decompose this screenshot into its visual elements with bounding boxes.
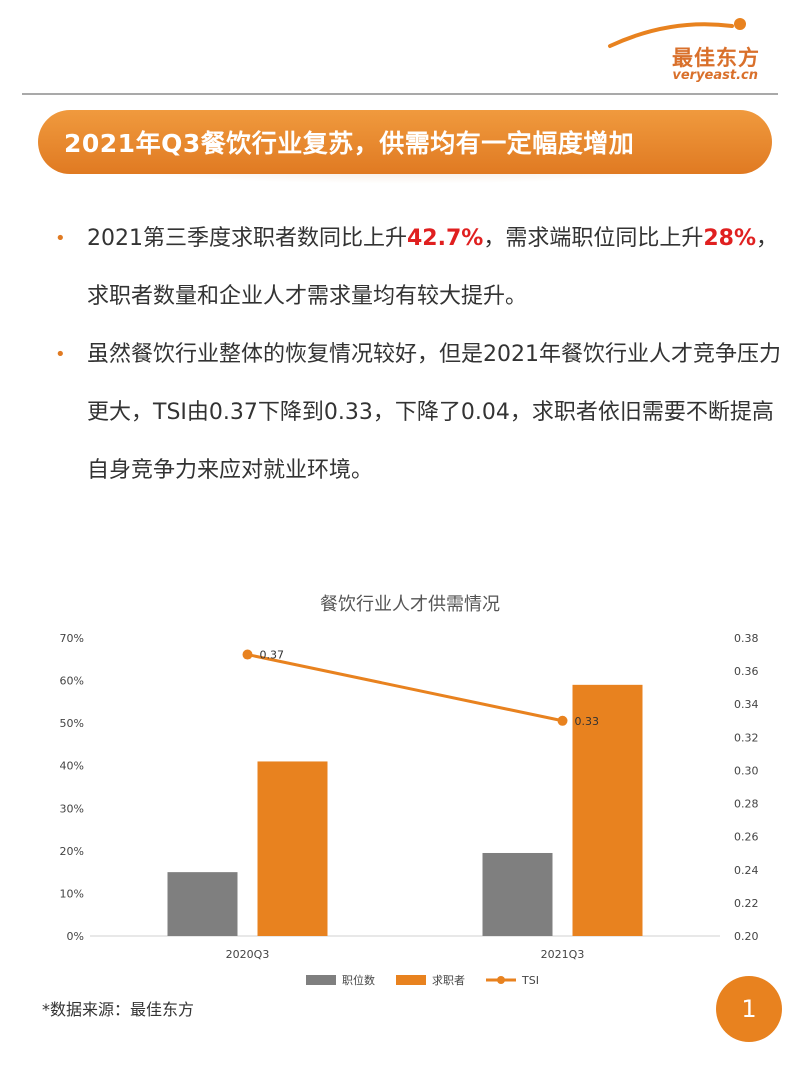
page-title: 2021年Q3餐饮行业复苏，供需均有一定幅度增加 (64, 129, 635, 158)
bullet-1-part-3: ，需求端职位同比上升 (483, 226, 704, 251)
bar-求职者-2021Q3 (572, 684, 643, 936)
legend-swatch-求职者 (396, 975, 426, 985)
bar-职位数-2021Q3 (482, 852, 553, 936)
point-TSI-2020Q3 (242, 649, 253, 660)
brand-logo: 最佳东方 veryeast.cn (600, 12, 760, 83)
bullet-1-part-1: 2021第三季度求职者数同比上升 (87, 226, 407, 251)
bar-职位数-2020Q3 (167, 872, 238, 936)
bullet-2-text: 虽然餐饮行业整体的恢复情况较好，但是2021年餐饮行业人才竞争压力更大，TSI由… (87, 342, 781, 483)
legend-label-TSI: TSI (521, 974, 539, 987)
y-left-tick-label: 10% (60, 887, 84, 900)
data-label-TSI: 0.37 (260, 649, 285, 662)
header-divider (22, 93, 778, 95)
line-TSI (247, 653, 563, 723)
y-left-tick-label: 70% (60, 632, 84, 645)
y-left-tick-label: 50% (60, 717, 84, 730)
title-banner: 2021年Q3餐饮行业复苏，供需均有一定幅度增加 (38, 110, 772, 174)
bullet-dot-icon: • (55, 344, 66, 365)
logo-swoosh-icon (608, 18, 746, 48)
bullet-1-highlight-2: 28% (703, 226, 757, 251)
x-tick-label: 2020Q3 (226, 948, 270, 961)
bullet-list: • 2021第三季度求职者数同比上升42.7%，需求端职位同比上升28%，求职者… (55, 210, 785, 500)
y-right-tick-label: 0.36 (734, 665, 759, 678)
page-number: 1 (741, 995, 757, 1023)
legend-swatch-职位数 (306, 975, 336, 985)
y-right-tick-label: 0.24 (734, 864, 759, 877)
legend-label-求职者: 求职者 (432, 974, 465, 987)
y-right-tick-label: 0.28 (734, 798, 759, 811)
brand-url: veryeast.cn (672, 68, 758, 83)
y-right-tick-label: 0.20 (734, 930, 759, 943)
y-left-tick-label: 20% (60, 845, 84, 858)
y-right-tick-label: 0.34 (734, 698, 759, 711)
y-left-tick-label: 60% (60, 675, 84, 688)
data-label-TSI: 0.33 (575, 715, 600, 728)
y-right-tick-label: 0.32 (734, 731, 759, 744)
point-TSI-2021Q3 (557, 715, 568, 726)
y-right-tick-label: 0.38 (734, 632, 759, 645)
bullet-item-2: • 虽然餐饮行业整体的恢复情况较好，但是2021年餐饮行业人才竞争压力更大，TS… (55, 326, 785, 500)
supply-demand-chart: 餐饮行业人才供需情况 0% 10% 20% 30% 40% 50% 60% 70% 0.20 0.2… (40, 580, 780, 1000)
bullet-1-highlight-1: 42.7% (407, 226, 484, 251)
y-left-tick-label: 0% (67, 930, 84, 943)
y-right-tick-label: 0.22 (734, 897, 759, 910)
x-tick-label: 2021Q3 (541, 948, 585, 961)
y-left-tick-label: 40% (60, 760, 84, 773)
y-left-tick-label: 30% (60, 802, 84, 815)
data-source-note: *数据来源：最佳东方 (42, 1000, 195, 1019)
legend-label-职位数: 职位数 (342, 973, 375, 987)
y-right-tick-label: 0.30 (734, 764, 759, 777)
legend-marker-TSI (497, 976, 505, 984)
bar-求职者-2020Q3 (257, 761, 328, 936)
y-right-tick-label: 0.26 (734, 831, 759, 844)
bullet-item-1: • 2021第三季度求职者数同比上升42.7%，需求端职位同比上升28%，求职者… (55, 210, 785, 326)
brand-name: 最佳东方 (672, 46, 760, 70)
page-number-badge: 1 (716, 976, 782, 1042)
bullet-1-part-5: ，求职者数量和企业人才需求量均有较大提升。 (87, 226, 779, 309)
chart-title: 餐饮行业人才供需情况 (320, 594, 500, 615)
chart-canvas: 餐饮行业人才供需情况 0% 10% 20% 30% 40% 50% 60% 70% 0.20 0.2… (60, 594, 759, 987)
bullet-dot-icon: • (55, 228, 66, 249)
